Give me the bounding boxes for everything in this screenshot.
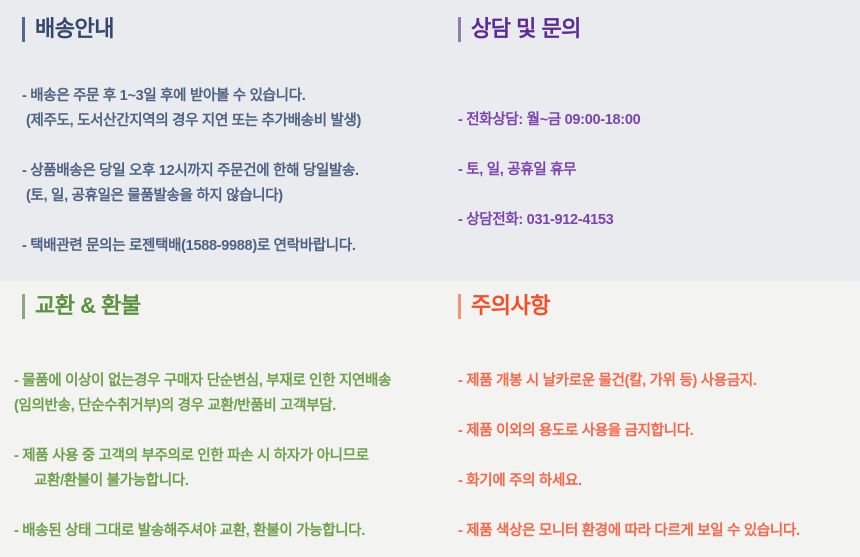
notice-line: (제주도, 도서산간지역의 경우 지연 또는 추가배송비 발생): [26, 113, 362, 129]
notice-item: - 택배관련 문의는 로젠택배(1588-9988)로 연락바랍니다.: [22, 234, 426, 259]
section-title: 배송안내: [35, 16, 114, 41]
notice-line: - 전화상담: 월~금 09:00-18:00: [458, 112, 641, 128]
notice-item: - 배송은 주문 후 1~3일 후에 받아볼 수 있습니다. (제주도, 도서산…: [22, 84, 426, 134]
section-title-row: 교환 & 환불: [14, 293, 426, 319]
section-title-row: 주의사항: [458, 293, 856, 319]
notice-line: - 제품 색상은 모니터 환경에 따라 다르게 보일 수 있습니다.: [458, 523, 800, 539]
notice-line: - 토, 일, 공휴일 휴무: [458, 162, 577, 178]
notice-line: - 제품 이외의 용도로 사용을 금지합니다.: [458, 423, 694, 439]
notice-item: - 상담전화: 031-912-4153: [458, 208, 856, 233]
title-accent-bar: [458, 16, 461, 42]
section-title-row: 상담 및 문의: [458, 16, 856, 42]
notice-item: - 상품배송은 당일 오후 12시까지 주문건에 한해 당일발송. (토, 일,…: [22, 159, 426, 209]
section-title-row: 배송안내: [22, 16, 426, 42]
title-accent-bar: [22, 293, 25, 319]
notice-item: - 화기에 주의 하세요.: [458, 469, 856, 494]
notice-line: (임의반송, 단순수취거부)의 경우 교환/반품비 고객부담.: [14, 398, 337, 414]
section-body: - 제품 개봉 시 날카로운 물건(칼, 가위 등) 사용금지. - 제품 이외…: [458, 369, 856, 544]
notice-line: 교환/환불이 불가능합니다.: [34, 473, 189, 489]
notice-item: - 제품 개봉 시 날카로운 물건(칼, 가위 등) 사용금지.: [458, 369, 856, 394]
notice-line: - 상담전화: 031-912-4153: [458, 212, 614, 228]
notice-line: (토, 일, 공휴일은 물품발송을 하지 않습니다): [26, 188, 283, 204]
caution-section: 주의사항 - 제품 개봉 시 날카로운 물건(칼, 가위 등) 사용금지. - …: [430, 281, 860, 557]
notice-item: - 제품 사용 중 고객의 부주의로 인한 파손 시 하자가 아니므로 교환/환…: [14, 444, 426, 494]
section-body: - 전화상담: 월~금 09:00-18:00 - 토, 일, 공휴일 휴무 -…: [458, 108, 856, 233]
notice-item: - 제품 이외의 용도로 사용을 금지합니다.: [458, 419, 856, 444]
shipping-info-section: 배송안내 - 배송은 주문 후 1~3일 후에 받아볼 수 있습니다. (제주도…: [0, 0, 430, 281]
section-body: - 물품에 이상이 없는경우 구매자 단순변심, 부재로 인한 지연배송 (임의…: [14, 369, 426, 544]
notice-line: - 배송은 주문 후 1~3일 후에 받아볼 수 있습니다.: [22, 88, 306, 104]
exchange-refund-section: 교환 & 환불 - 물품에 이상이 없는경우 구매자 단순변심, 부재로 인한 …: [0, 281, 430, 557]
title-accent-bar: [458, 293, 461, 319]
notice-item: - 물품에 이상이 없는경우 구매자 단순변심, 부재로 인한 지연배송 (임의…: [14, 369, 426, 419]
title-accent-bar: [22, 16, 25, 42]
section-title: 주의사항: [471, 293, 550, 318]
section-title: 교환 & 환불: [35, 293, 141, 318]
notice-item: - 제품 색상은 모니터 환경에 따라 다르게 보일 수 있습니다.: [458, 519, 856, 544]
notice-line: - 제품 사용 중 고객의 부주의로 인한 파손 시 하자가 아니므로: [14, 448, 369, 464]
notice-line: - 화기에 주의 하세요.: [458, 473, 582, 489]
notice-line: - 물품에 이상이 없는경우 구매자 단순변심, 부재로 인한 지연배송: [14, 373, 392, 389]
notice-item: - 배송된 상태 그대로 발송해주셔야 교환, 환불이 가능합니다.: [14, 519, 426, 544]
notice-line: - 배송된 상태 그대로 발송해주셔야 교환, 환불이 가능합니다.: [14, 523, 366, 539]
section-title: 상담 및 문의: [471, 16, 581, 41]
notice-item: - 토, 일, 공휴일 휴무: [458, 158, 856, 183]
notice-line: - 제품 개봉 시 날카로운 물건(칼, 가위 등) 사용금지.: [458, 373, 757, 389]
notice-line: - 상품배송은 당일 오후 12시까지 주문건에 한해 당일발송.: [22, 163, 359, 179]
section-body: - 배송은 주문 후 1~3일 후에 받아볼 수 있습니다. (제주도, 도서산…: [22, 84, 426, 259]
notice-item: - 전화상담: 월~금 09:00-18:00: [458, 108, 856, 133]
notice-line: - 택배관련 문의는 로젠택배(1588-9988)로 연락바랍니다.: [22, 238, 356, 254]
contact-info-section: 상담 및 문의 - 전화상담: 월~금 09:00-18:00 - 토, 일, …: [430, 0, 860, 281]
